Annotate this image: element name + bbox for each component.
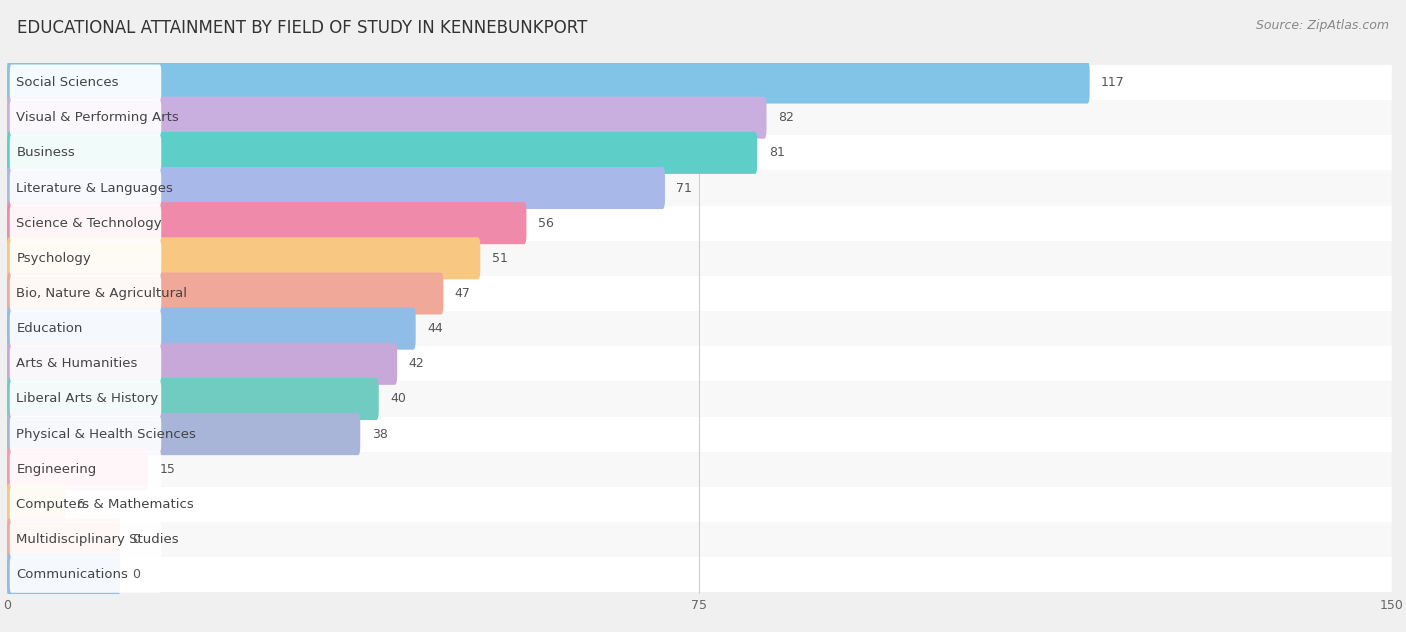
FancyBboxPatch shape bbox=[7, 272, 443, 315]
Text: 0: 0 bbox=[132, 568, 139, 581]
Text: Bio, Nature & Agricultural: Bio, Nature & Agricultural bbox=[17, 287, 187, 300]
FancyBboxPatch shape bbox=[7, 205, 1392, 241]
FancyBboxPatch shape bbox=[7, 554, 120, 596]
Text: EDUCATIONAL ATTAINMENT BY FIELD OF STUDY IN KENNEBUNKPORT: EDUCATIONAL ATTAINMENT BY FIELD OF STUDY… bbox=[17, 19, 588, 37]
Text: Science & Technology: Science & Technology bbox=[17, 217, 162, 229]
Text: Communications: Communications bbox=[17, 568, 128, 581]
FancyBboxPatch shape bbox=[7, 308, 416, 349]
FancyBboxPatch shape bbox=[10, 451, 162, 487]
FancyBboxPatch shape bbox=[7, 241, 1392, 276]
FancyBboxPatch shape bbox=[7, 311, 1392, 346]
Text: 56: 56 bbox=[538, 217, 554, 229]
FancyBboxPatch shape bbox=[7, 522, 1392, 557]
FancyBboxPatch shape bbox=[7, 483, 65, 525]
Text: 71: 71 bbox=[676, 181, 692, 195]
Text: Source: ZipAtlas.com: Source: ZipAtlas.com bbox=[1256, 19, 1389, 32]
Text: Psychology: Psychology bbox=[17, 252, 91, 265]
FancyBboxPatch shape bbox=[10, 521, 162, 557]
FancyBboxPatch shape bbox=[7, 378, 378, 420]
FancyBboxPatch shape bbox=[10, 240, 162, 276]
FancyBboxPatch shape bbox=[7, 61, 1090, 104]
FancyBboxPatch shape bbox=[7, 452, 1392, 487]
FancyBboxPatch shape bbox=[7, 518, 120, 561]
FancyBboxPatch shape bbox=[10, 557, 162, 593]
FancyBboxPatch shape bbox=[7, 413, 360, 455]
Text: 38: 38 bbox=[371, 428, 388, 441]
FancyBboxPatch shape bbox=[10, 346, 162, 382]
Text: Liberal Arts & History: Liberal Arts & History bbox=[17, 392, 159, 406]
Text: 6: 6 bbox=[76, 498, 84, 511]
Text: Education: Education bbox=[17, 322, 83, 335]
Text: Multidisciplinary Studies: Multidisciplinary Studies bbox=[17, 533, 179, 546]
Text: 51: 51 bbox=[492, 252, 508, 265]
FancyBboxPatch shape bbox=[10, 205, 162, 241]
FancyBboxPatch shape bbox=[10, 416, 162, 452]
FancyBboxPatch shape bbox=[10, 64, 162, 100]
Text: Computers & Mathematics: Computers & Mathematics bbox=[17, 498, 194, 511]
Text: 117: 117 bbox=[1101, 76, 1125, 89]
FancyBboxPatch shape bbox=[7, 237, 481, 279]
FancyBboxPatch shape bbox=[7, 171, 1392, 205]
Text: 0: 0 bbox=[132, 533, 139, 546]
FancyBboxPatch shape bbox=[7, 132, 758, 174]
Text: Visual & Performing Arts: Visual & Performing Arts bbox=[17, 111, 179, 125]
Text: Literature & Languages: Literature & Languages bbox=[17, 181, 173, 195]
FancyBboxPatch shape bbox=[7, 487, 1392, 522]
Text: Physical & Health Sciences: Physical & Health Sciences bbox=[17, 428, 197, 441]
FancyBboxPatch shape bbox=[10, 487, 162, 523]
FancyBboxPatch shape bbox=[7, 276, 1392, 311]
FancyBboxPatch shape bbox=[10, 381, 162, 417]
Text: 15: 15 bbox=[159, 463, 176, 476]
FancyBboxPatch shape bbox=[10, 100, 162, 136]
FancyBboxPatch shape bbox=[10, 135, 162, 171]
Text: Engineering: Engineering bbox=[17, 463, 97, 476]
FancyBboxPatch shape bbox=[7, 65, 1392, 100]
Text: 42: 42 bbox=[409, 357, 425, 370]
Text: 44: 44 bbox=[427, 322, 443, 335]
Text: 40: 40 bbox=[391, 392, 406, 406]
FancyBboxPatch shape bbox=[7, 202, 526, 244]
FancyBboxPatch shape bbox=[7, 381, 1392, 416]
FancyBboxPatch shape bbox=[7, 97, 766, 139]
Text: Business: Business bbox=[17, 147, 75, 159]
Text: 47: 47 bbox=[454, 287, 471, 300]
Text: 81: 81 bbox=[769, 147, 785, 159]
FancyBboxPatch shape bbox=[10, 310, 162, 347]
FancyBboxPatch shape bbox=[7, 346, 1392, 381]
Text: 82: 82 bbox=[778, 111, 794, 125]
FancyBboxPatch shape bbox=[7, 135, 1392, 171]
FancyBboxPatch shape bbox=[10, 276, 162, 312]
FancyBboxPatch shape bbox=[10, 170, 162, 206]
FancyBboxPatch shape bbox=[7, 100, 1392, 135]
FancyBboxPatch shape bbox=[7, 167, 665, 209]
Text: Social Sciences: Social Sciences bbox=[17, 76, 118, 89]
FancyBboxPatch shape bbox=[7, 343, 396, 385]
FancyBboxPatch shape bbox=[7, 416, 1392, 452]
Text: Arts & Humanities: Arts & Humanities bbox=[17, 357, 138, 370]
FancyBboxPatch shape bbox=[7, 557, 1392, 592]
FancyBboxPatch shape bbox=[7, 448, 148, 490]
